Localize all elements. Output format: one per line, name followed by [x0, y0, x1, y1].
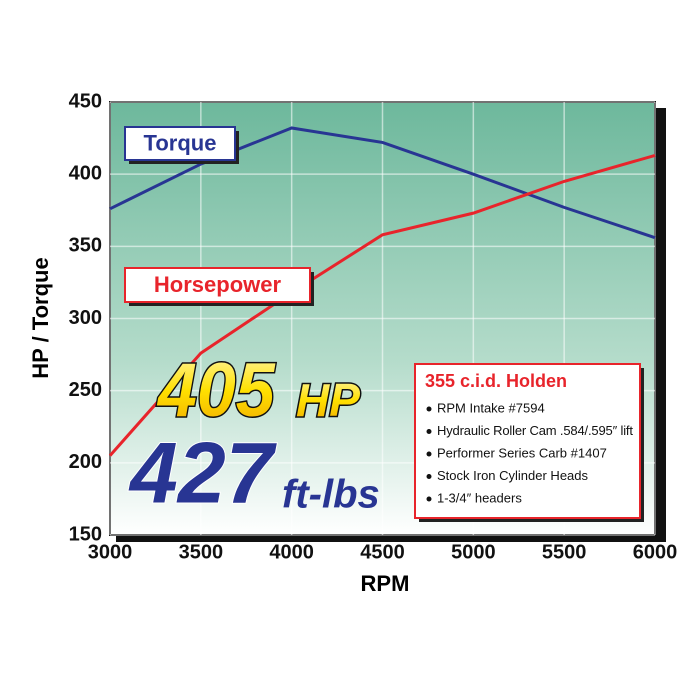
spec-bullet	[426, 451, 432, 457]
legend-label: Torque	[144, 130, 217, 155]
y-axis-label: HP / Torque	[28, 257, 53, 378]
legend-box	[124, 267, 311, 303]
x-tick-label: 3000	[88, 541, 133, 563]
spec-box	[414, 363, 641, 519]
x-axis-label: RPM	[361, 571, 410, 596]
y-tick-label: 350	[69, 235, 102, 257]
spec-item: Hydraulic Roller Cam .584/.595″ lift	[437, 423, 633, 438]
x-tick-label: 5500	[542, 541, 587, 563]
spec-item: Stock Iron Cylinder Heads	[437, 468, 589, 483]
spec-item: Performer Series Carb #1407	[437, 445, 607, 460]
spec-bullet	[426, 429, 432, 434]
headline-hp-unit: HP	[296, 374, 360, 426]
spec-title: 355 c.i.d. Holden	[425, 371, 567, 391]
spec-item: 1-3/4″ headers	[437, 490, 522, 505]
y-tick-label: 450	[69, 90, 102, 112]
y-tick-label: 200	[69, 451, 102, 473]
legend-label: Horsepower	[154, 272, 282, 297]
x-tick-label: 3500	[179, 541, 224, 563]
y-tick-label: 400	[69, 162, 102, 184]
spec-bullet	[426, 474, 432, 479]
spec-item: RPM Intake #7594	[437, 400, 545, 415]
x-tick-label: 5000	[451, 541, 496, 563]
series-line	[108, 153, 656, 457]
y-tick-label: 150	[69, 523, 102, 545]
y-tick-label: 250	[69, 379, 102, 401]
x-tick-label: 4000	[269, 541, 314, 563]
spec-bullet	[426, 496, 432, 502]
x-tick-label: 4500	[360, 541, 405, 563]
headline-hp: 405	[156, 348, 276, 432]
legend-box	[124, 126, 236, 161]
headline-torque: 427	[128, 426, 278, 522]
series-line	[109, 126, 656, 240]
spec-bullet	[426, 406, 432, 412]
headline-torque-unit: ft-lbs	[282, 473, 380, 517]
y-tick-label: 300	[69, 307, 102, 329]
x-tick-label: 6000	[633, 541, 678, 563]
